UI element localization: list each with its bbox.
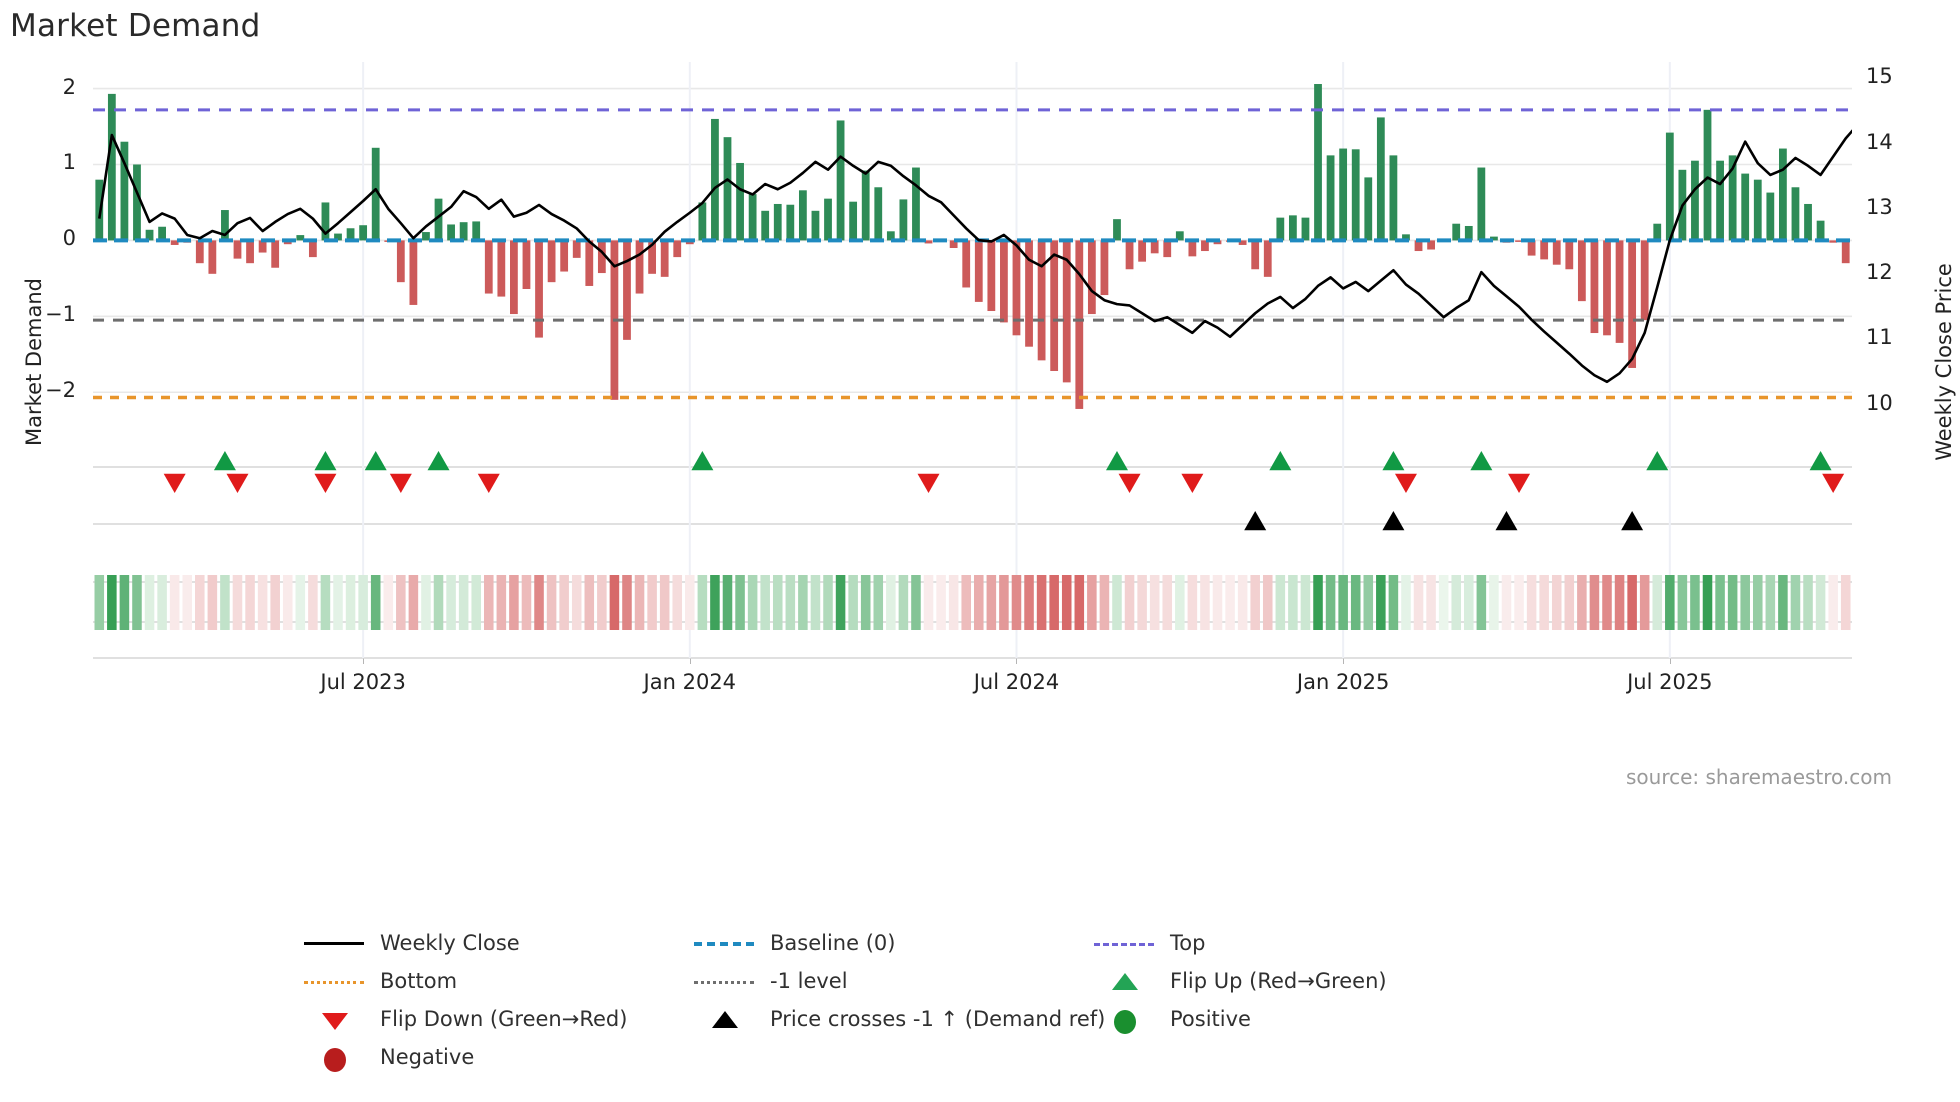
page-title: Market Demand xyxy=(10,8,261,44)
x-tick-label: Jan 2025 xyxy=(1296,670,1390,694)
y-tick-right: 12 xyxy=(1866,260,1893,285)
y-tick-right: 15 xyxy=(1866,64,1893,89)
plot-area xyxy=(93,62,1852,660)
x-tick-mark xyxy=(1669,658,1671,664)
y-tick-right: 11 xyxy=(1866,325,1893,350)
source-attribution: source: sharemaestro.com xyxy=(1626,765,1892,789)
y-tick-left: 0 xyxy=(62,226,76,251)
legend-item[interactable]: Positive xyxy=(1090,1004,1251,1034)
legend-item[interactable]: Top xyxy=(1090,928,1205,958)
top-line-swatch xyxy=(1094,943,1154,946)
y-tick-left: −1 xyxy=(45,302,76,327)
flip-down-triangle-icon xyxy=(322,1013,348,1030)
x-tick-mark xyxy=(363,658,365,664)
x-tick-mark xyxy=(1343,658,1345,664)
legend-item[interactable]: Flip Down (Green→Red) xyxy=(300,1004,627,1034)
legend-label: Flip Down (Green→Red) xyxy=(380,1007,628,1031)
legend-label: Weekly Close xyxy=(380,931,520,955)
x-tick-label: Jan 2024 xyxy=(643,670,737,694)
legend-label: Flip Up (Red→Green) xyxy=(1170,969,1387,993)
legend-glyph xyxy=(300,1006,368,1032)
legend-glyph xyxy=(690,1006,758,1032)
baseline-line-swatch xyxy=(694,942,754,946)
legend-item[interactable]: Bottom xyxy=(300,966,457,996)
legend-label: Negative xyxy=(380,1045,475,1069)
legend-glyph xyxy=(1090,968,1158,994)
x-tick-label: Jul 2025 xyxy=(1627,670,1713,694)
legend-glyph xyxy=(690,968,758,994)
negative-dot-icon xyxy=(324,1048,346,1072)
chart-legend: Weekly Close Baseline (0) Top Bottom -1 leve… xyxy=(300,928,1700,1078)
legend-item[interactable]: Price crosses -1 ↑ (Demand ref) xyxy=(690,1004,1105,1034)
weekly-close-line-swatch xyxy=(304,942,364,945)
legend-item[interactable]: Negative xyxy=(300,1042,474,1072)
chart-canvas xyxy=(93,62,1852,659)
legend-label: -1 level xyxy=(770,969,848,993)
y-tick-left: 1 xyxy=(62,150,76,175)
legend-item[interactable]: Flip Up (Red→Green) xyxy=(1090,966,1387,996)
legend-label: Top xyxy=(1170,931,1206,955)
price-cross-triangle-icon xyxy=(712,1011,738,1028)
legend-label: Positive xyxy=(1170,1007,1251,1031)
x-tick-mark xyxy=(689,658,691,664)
y-tick-right: 13 xyxy=(1866,194,1893,219)
y-axis-label-right: Weekly Close Price xyxy=(1932,263,1956,461)
y-tick-left: 2 xyxy=(62,74,76,99)
y-tick-left: −2 xyxy=(45,378,76,403)
positive-dot-icon xyxy=(1114,1010,1136,1034)
legend-glyph xyxy=(1090,930,1158,956)
legend-glyph xyxy=(690,930,758,956)
x-tick-mark xyxy=(1016,658,1018,664)
minus-one-line-swatch xyxy=(694,981,754,984)
legend-item[interactable]: Baseline (0) xyxy=(690,928,895,958)
y-tick-right: 10 xyxy=(1866,390,1893,415)
legend-label: Price crosses -1 ↑ (Demand ref) xyxy=(770,1007,1106,1031)
y-tick-right: 14 xyxy=(1866,129,1893,154)
legend-glyph xyxy=(300,1044,368,1072)
legend-glyph xyxy=(1090,1006,1158,1034)
x-tick-label: Jul 2024 xyxy=(973,670,1060,694)
legend-item[interactable]: -1 level xyxy=(690,966,848,996)
legend-item[interactable]: Weekly Close xyxy=(300,928,520,958)
bottom-line-swatch xyxy=(304,981,364,984)
legend-glyph xyxy=(300,968,368,994)
x-tick-label: Jul 2023 xyxy=(320,670,406,694)
legend-label: Bottom xyxy=(380,969,458,993)
legend-label: Baseline (0) xyxy=(770,931,896,955)
flip-up-triangle-icon xyxy=(1112,973,1138,990)
legend-glyph xyxy=(300,930,368,956)
